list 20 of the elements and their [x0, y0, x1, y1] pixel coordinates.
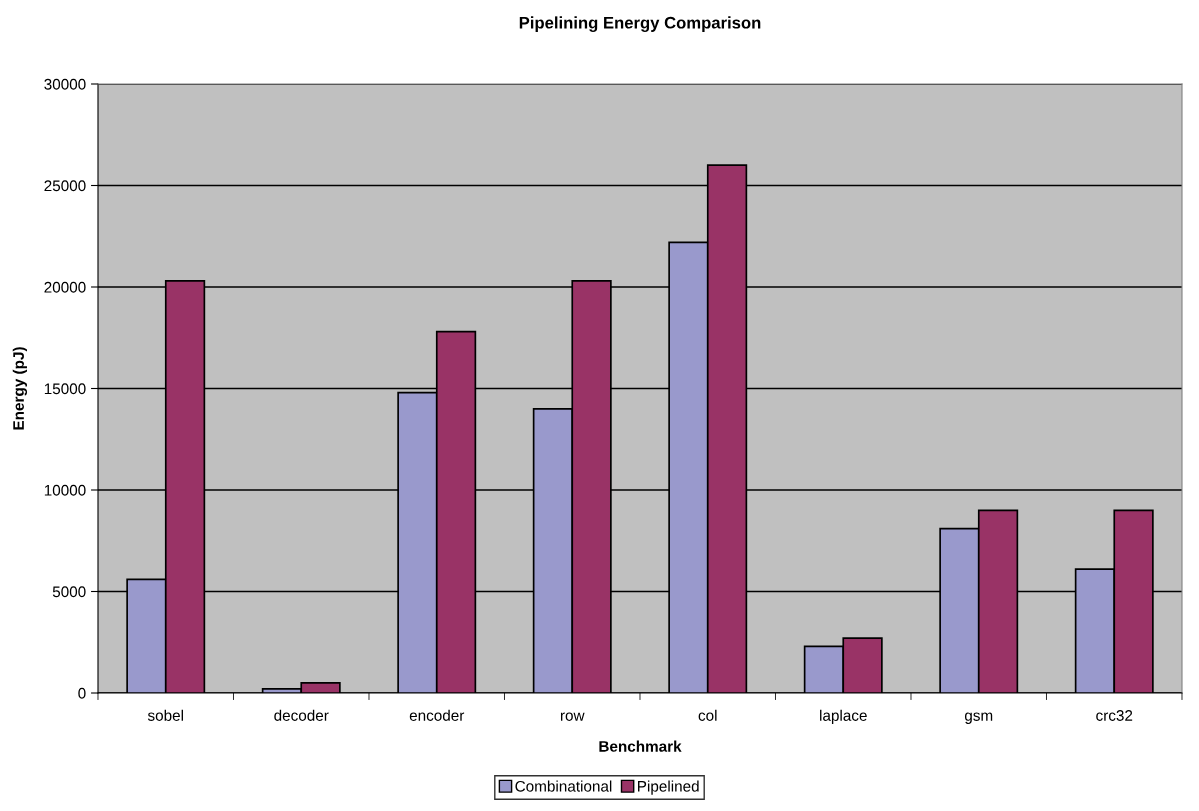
y-tick-label: 10000 — [44, 484, 86, 496]
legend-label: Combinational — [515, 780, 612, 792]
x-axis-title: Benchmark — [599, 740, 682, 752]
x-tick-label: crc32 — [1096, 710, 1133, 721]
y-tick-label: 20000 — [44, 281, 86, 293]
x-tick-label: col — [698, 709, 717, 721]
x-tick-label: decoder — [274, 709, 329, 721]
y-tick-label: 0 — [78, 687, 86, 699]
y-tick-label: 15000 — [44, 383, 86, 395]
y-axis-title: Energy (pJ) — [12, 347, 28, 430]
x-tick-label: row — [560, 712, 585, 721]
chart-title: Pipelining Energy Comparison — [519, 16, 761, 32]
y-tick-label: 30000 — [44, 78, 86, 90]
legend-label: Pipelined — [638, 780, 699, 795]
y-tick-label: 25000 — [44, 180, 86, 192]
y-tick-label: 5000 — [52, 586, 86, 598]
x-tick-label: sobel — [147, 709, 183, 721]
x-tick-label: encoder — [409, 709, 465, 721]
x-tick-label: laplace — [820, 709, 867, 724]
x-tick-label: gsm — [964, 712, 993, 724]
